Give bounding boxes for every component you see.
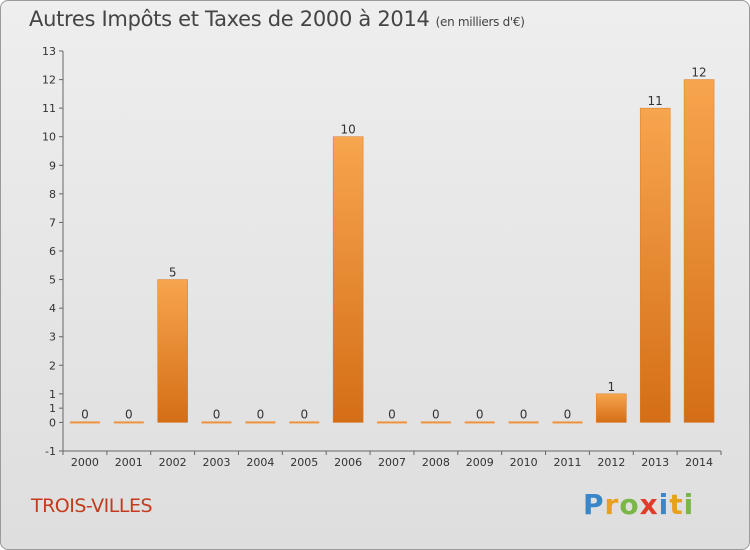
- data-label: 0: [432, 407, 440, 421]
- bar: [245, 421, 276, 424]
- x-tick-label: 2010: [510, 456, 538, 469]
- x-tick-label: 2005: [290, 456, 318, 469]
- bar: [508, 421, 539, 424]
- bar: [683, 79, 715, 423]
- data-label: 0: [520, 407, 528, 421]
- y-tick-label: 7: [49, 216, 56, 229]
- x-tick-label: 2014: [685, 456, 713, 469]
- data-label: 0: [125, 407, 133, 421]
- x-tick-label: 2002: [159, 456, 187, 469]
- x-tick-label: 2003: [203, 456, 231, 469]
- bar: [639, 107, 671, 423]
- x-tick-label: 2006: [334, 456, 362, 469]
- y-tick-label: 10: [42, 131, 56, 144]
- y-tick-label: 5: [49, 274, 56, 287]
- logo-letter: i: [683, 488, 695, 521]
- x-tick-label: 2007: [378, 456, 406, 469]
- data-label: 12: [691, 66, 706, 80]
- data-label: 5: [169, 266, 177, 280]
- bar: [464, 421, 495, 424]
- data-label: 0: [81, 407, 89, 421]
- logo-letter: x: [639, 488, 659, 521]
- y-tick-label: 9: [49, 159, 56, 172]
- y-tick-label: 3: [49, 331, 56, 344]
- y-tick-label: 6: [49, 245, 56, 258]
- bar: [552, 421, 583, 424]
- bar: [113, 421, 144, 424]
- bar: [157, 279, 188, 423]
- chart-subtitle: (en milliers d'€): [435, 15, 525, 29]
- x-tick-label: 2008: [422, 456, 450, 469]
- logo-letter: t: [669, 488, 684, 521]
- bar: [69, 421, 100, 424]
- y-tick-label: 1: [49, 402, 56, 415]
- data-label: 11: [648, 94, 663, 108]
- y-tick-label: 11: [42, 102, 56, 115]
- bar: [289, 421, 320, 424]
- y-tick-label: 13: [42, 45, 56, 58]
- y-tick-label: 0: [49, 416, 56, 429]
- logo-letter: i: [658, 488, 670, 521]
- data-label: 0: [476, 407, 484, 421]
- y-tick-label: 1: [49, 388, 56, 401]
- proxiti-logo[interactable]: Proxiti: [583, 488, 694, 521]
- bars: [69, 79, 715, 424]
- bar: [420, 421, 451, 424]
- logo-letter: o: [619, 488, 640, 521]
- y-tick-label: 4: [49, 302, 56, 315]
- data-label: 10: [340, 123, 355, 137]
- x-tick-label: 2001: [115, 456, 143, 469]
- data-label: 0: [257, 407, 265, 421]
- x-tick-label: 2012: [597, 456, 625, 469]
- data-label: 0: [388, 407, 396, 421]
- logo-letter: P: [583, 488, 605, 521]
- chart-title: Autres Impôts et Taxes de 2000 à 2014 (en…: [29, 7, 525, 31]
- logo-letter: r: [604, 488, 620, 521]
- bar: [332, 136, 364, 423]
- x-tick-label: 2004: [246, 456, 274, 469]
- data-label: 0: [213, 407, 221, 421]
- bar: [596, 393, 627, 423]
- data-label: 0: [564, 407, 572, 421]
- title-text: Autres Impôts et Taxes de 2000 à 2014: [29, 7, 430, 31]
- y-tick-label: 8: [49, 188, 56, 201]
- commune-name: TROIS-VILLES: [31, 495, 153, 517]
- data-label: 1: [608, 380, 616, 394]
- bar: [377, 421, 407, 424]
- bar: [201, 421, 232, 424]
- y-tick-label: -1: [45, 445, 56, 458]
- data-label: 0: [300, 407, 308, 421]
- x-tick-label: 2000: [71, 456, 99, 469]
- x-tick-label: 2011: [553, 456, 581, 469]
- y-tick-label: 12: [42, 74, 56, 87]
- x-tick-label: 2013: [641, 456, 669, 469]
- x-tick-label: 2009: [466, 456, 494, 469]
- y-tick-label: 2: [49, 359, 56, 372]
